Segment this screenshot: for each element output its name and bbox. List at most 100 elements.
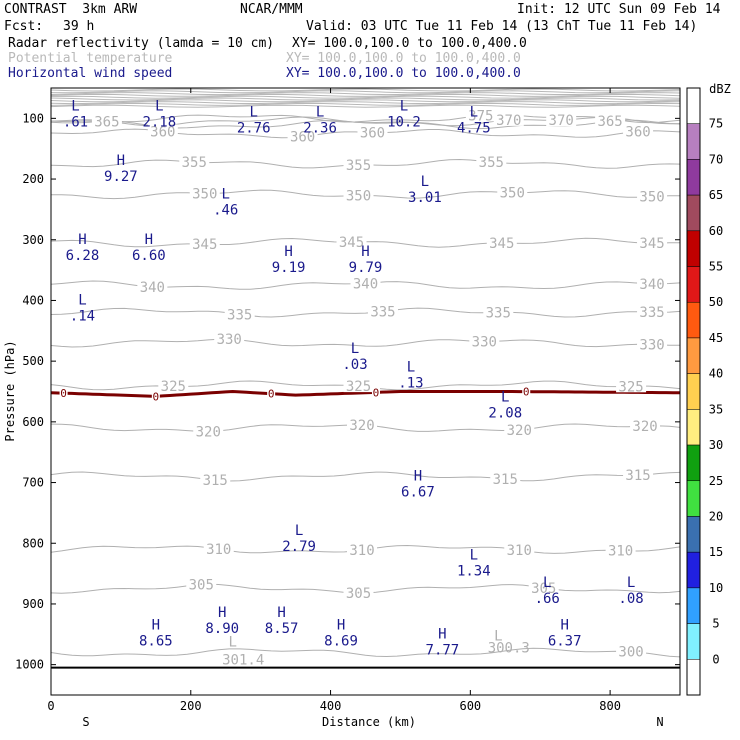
wind-extremum-value: 2.08	[488, 406, 522, 422]
wind-low-marker: L	[407, 359, 415, 375]
wind-low-marker: L	[155, 98, 163, 114]
colorbar-level-label: 20	[709, 509, 723, 523]
theta-label-bg	[504, 542, 535, 556]
colorbar-level-label: 50	[709, 295, 723, 309]
colorbar-level-label: 70	[709, 152, 723, 166]
y-tick-label: 500	[22, 354, 44, 368]
wind-extremum-value: 8.69	[324, 633, 358, 649]
theta-label-345: 345	[489, 236, 514, 252]
y-tick-label: 900	[22, 597, 44, 611]
wind-low-marker: L	[400, 98, 408, 114]
theta-label-bg	[158, 379, 189, 393]
wind-extremum-value: 6.67	[401, 485, 435, 501]
theta-contour-upper	[51, 93, 680, 97]
theta-contour-335	[51, 307, 680, 318]
colorbar-level-label: 65	[709, 188, 723, 202]
theta-label-bg	[336, 235, 367, 249]
fcst-label: Fcst:	[4, 19, 44, 34]
colorbar-swatch	[686, 301, 701, 339]
theta-label-370: 370	[549, 113, 574, 129]
x-axis-title: Distance (km)	[322, 715, 416, 729]
theta-label-bg	[224, 307, 255, 321]
wind-low-marker: L	[421, 174, 429, 190]
x-tick-label: 400	[320, 699, 342, 713]
theta-label-325: 325	[161, 379, 186, 395]
theta-label-335: 335	[486, 305, 511, 321]
reflectivity-label-bg	[59, 387, 68, 399]
theta-contour-330	[51, 338, 680, 348]
theta-extremum-label: 300.3	[488, 641, 530, 657]
colorbar-level-label: 40	[709, 367, 723, 381]
wind-extremum-value: .13	[398, 375, 423, 391]
theta-label-305: 305	[346, 586, 371, 602]
colorbar-unit: dBZ	[709, 82, 731, 96]
theta-label-330: 330	[472, 334, 497, 350]
colorbar-level-label: 30	[709, 438, 723, 452]
theta-contour-upper	[51, 95, 680, 99]
theta-label-bg	[214, 332, 245, 346]
wind-extremum-value: 3.01	[408, 190, 442, 206]
theta-label-375: 375	[468, 108, 493, 124]
y-tick-label: 1000	[15, 658, 44, 672]
theta-label-350: 350	[639, 189, 664, 205]
theta-label-bg	[546, 113, 577, 127]
theta-extremum-label: L	[494, 628, 502, 644]
theta-label-340: 340	[353, 276, 378, 292]
y-axis-title: Pressure (hPa)	[3, 340, 17, 441]
wind-extremum-value: 7.77	[426, 642, 460, 658]
wind-low-marker: L	[543, 575, 551, 591]
colorbar-swatch	[686, 266, 701, 303]
theta-label-bg	[504, 423, 535, 437]
y-tick-label: 100	[22, 111, 44, 125]
wind-extremum-value: 8.65	[139, 633, 173, 649]
theta-label-345: 345	[192, 237, 217, 253]
theta-contour-upper	[51, 92, 680, 96]
theta-contour-upper	[51, 102, 680, 106]
theta-label-345: 345	[639, 236, 664, 252]
theta-label-bg	[193, 424, 224, 438]
theta-label-bg	[147, 124, 178, 138]
wind-extremum-value: .03	[342, 357, 367, 373]
theta-label-330: 330	[217, 332, 242, 348]
theta-label-bg	[476, 155, 507, 169]
field-theta-xy: XY= 100.0,100.0 to 100.0,400.0	[286, 51, 521, 66]
wind-extremum-value: 4.75	[457, 120, 491, 136]
theta-contour-upper	[51, 99, 680, 103]
x-tick-label: 200	[180, 699, 202, 713]
x-tick-label: 600	[459, 699, 481, 713]
wind-extremum-value: 2.18	[142, 114, 176, 130]
field-reflectivity-name: Radar reflectivity (lamda = 10 cm)	[8, 36, 275, 51]
theta-label-320: 320	[632, 419, 657, 435]
colorbar-level-label: 0	[712, 652, 719, 666]
colorbar-swatch	[686, 159, 701, 196]
theta-label-bg	[287, 129, 318, 143]
wind-extremum-value: 8.57	[265, 621, 299, 637]
fcst-value: 39 h	[63, 19, 95, 34]
theta-label-300: 300	[618, 645, 643, 661]
colorbar-swatch	[686, 623, 701, 660]
theta-label-bg	[616, 644, 647, 658]
reflectivity-label-bg	[151, 390, 160, 402]
theta-label-360: 360	[150, 125, 175, 141]
theta-label-365: 365	[94, 114, 119, 130]
theta-label-bg	[186, 577, 217, 591]
colorbar-level-label: 75	[709, 117, 723, 131]
wind-low-marker: L	[249, 104, 257, 120]
y-tick-label: 200	[22, 172, 44, 186]
colorbar-swatch	[686, 373, 701, 410]
theta-label-bg	[623, 124, 654, 138]
wind-extremum-value: 9.19	[272, 260, 306, 276]
theta-label-bg	[637, 236, 668, 250]
wind-high-marker: H	[414, 469, 422, 485]
theta-label-bg	[493, 112, 524, 126]
theta-label-330: 330	[639, 338, 664, 354]
theta-label-bg	[343, 157, 374, 171]
theta-label-310: 310	[507, 543, 532, 559]
theta-label-bg	[189, 186, 220, 200]
wind-high-marker: H	[277, 605, 285, 621]
y-tick-label: 300	[22, 233, 44, 247]
theta-label-350: 350	[346, 188, 371, 204]
x-tick-label: 800	[599, 699, 621, 713]
theta-label-315: 315	[493, 472, 518, 488]
theta-label-bg	[605, 543, 636, 557]
